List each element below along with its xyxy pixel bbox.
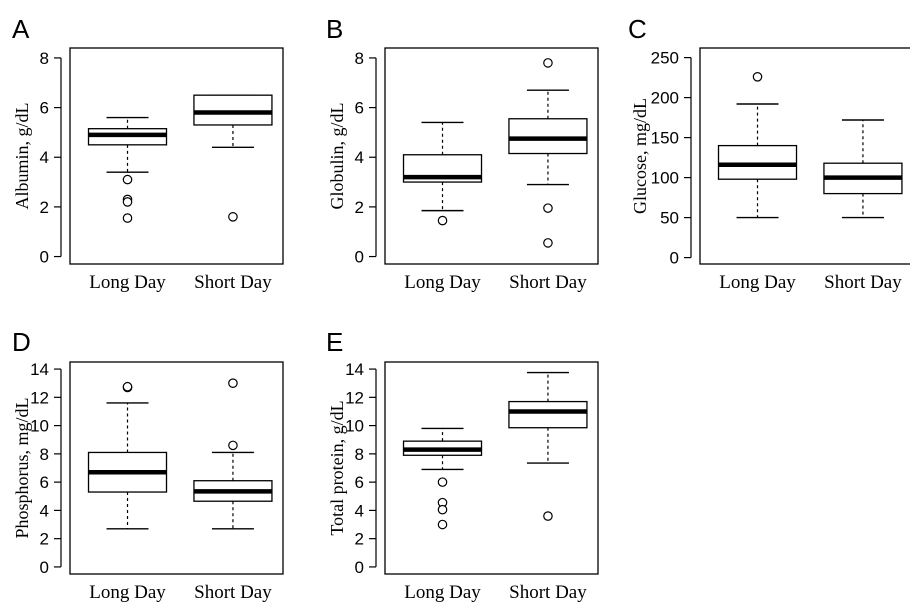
box-long-day — [402, 121, 483, 226]
y-axis-title: Phosphorus, mg/dL — [12, 397, 32, 538]
y-tick-label: 6 — [355, 99, 364, 118]
y-tick-label: 10 — [345, 417, 364, 436]
box-long-day — [402, 427, 483, 530]
y-tick-label: 0 — [40, 558, 49, 577]
outlier-point — [228, 440, 238, 451]
box-short-day — [508, 58, 588, 248]
outlier-point — [122, 197, 133, 207]
x-category-label: Long Day — [404, 272, 481, 293]
y-tick-label: 8 — [40, 445, 49, 464]
outlier-point — [437, 477, 448, 487]
y-tick-label: 0 — [355, 248, 364, 267]
box-short-day — [823, 119, 903, 219]
y-tick-label: 250 — [651, 49, 679, 68]
panel-letter: B — [326, 14, 343, 44]
y-axis-title: Albumin, g/dL — [12, 103, 32, 210]
box-short-day — [193, 94, 273, 222]
y-tick-label: 8 — [355, 49, 364, 68]
iqr-box — [193, 94, 273, 126]
y-tick-label: 2 — [355, 198, 364, 217]
plot-frame — [69, 361, 284, 575]
outlier-point — [122, 174, 133, 185]
panel-b: B 0 2 4 6 8 Globulin, g/dL Long Day Short Day — [326, 14, 599, 293]
outlier-point — [437, 504, 448, 515]
iqr-box — [717, 144, 798, 180]
plot-frame — [699, 47, 910, 265]
y-tick-label: 6 — [355, 473, 364, 492]
y-tick-label: 4 — [40, 501, 49, 520]
outlier-point — [543, 238, 553, 248]
y-tick-label: 50 — [660, 209, 679, 228]
y-tick-label: 0 — [670, 249, 679, 268]
box-long-day — [87, 381, 168, 530]
iqr-box — [508, 118, 588, 155]
y-tick-label: 2 — [40, 198, 49, 217]
x-category-label: Long Day — [719, 272, 796, 293]
iqr-box — [508, 400, 588, 429]
x-category-label: Long Day — [404, 582, 481, 602]
x-category-label: Short Day — [509, 582, 587, 602]
y-axis-title: Glucose, mg/dL — [630, 98, 650, 214]
outlier-point — [122, 381, 133, 392]
x-category-label: Short Day — [509, 272, 587, 293]
y-tick-label: 0 — [355, 558, 364, 577]
panel-letter: E — [326, 327, 343, 357]
panel-letter: C — [628, 14, 647, 44]
x-category-label: Long Day — [89, 582, 166, 602]
y-tick-label: 10 — [30, 417, 49, 436]
y-tick-label: 2 — [355, 530, 364, 549]
x-category-label: Long Day — [89, 272, 166, 293]
y-axis-title: Total protein, g/dL — [327, 400, 347, 535]
y-tick-label: 6 — [40, 473, 49, 492]
x-category-label: Short Day — [824, 272, 902, 293]
panel-c: C 0 50 100 150 200 250 Glucose, mg/dL Long Day Sh… — [628, 14, 910, 293]
y-tick-label: 150 — [651, 129, 679, 148]
y-tick-label: 14 — [30, 360, 49, 379]
y-tick-label: 200 — [651, 89, 679, 108]
panel-letter: D — [12, 327, 31, 357]
plot-frame — [384, 361, 599, 575]
outlier-point — [228, 212, 238, 222]
y-tick-label: 4 — [355, 148, 364, 167]
y-tick-label: 8 — [40, 49, 49, 68]
outlier-point — [437, 519, 448, 530]
plot-frame — [69, 47, 284, 265]
y-tick-label: 4 — [355, 501, 364, 520]
outlier-point — [543, 511, 553, 521]
panel-d: D 0 2 4 6 8 10 12 14 Phosphorus, mg/dL Long Day Sho… — [12, 327, 284, 602]
outlier-point — [437, 215, 448, 226]
panel-e: E 0 2 4 6 8 10 12 14 Total protein, g/dL Long Day S… — [326, 327, 599, 602]
y-tick-label: 4 — [40, 148, 49, 167]
panel-letter: A — [12, 14, 30, 44]
outlier-point — [543, 203, 553, 213]
plot-frame — [384, 47, 599, 265]
box-short-day — [193, 378, 273, 530]
y-tick-label: 12 — [345, 388, 364, 407]
outlier-point — [228, 378, 238, 388]
outlier-point — [543, 58, 553, 68]
box-long-day — [87, 116, 168, 223]
x-category-label: Short Day — [194, 272, 272, 293]
box-long-day — [717, 72, 798, 219]
y-tick-label: 12 — [30, 388, 49, 407]
panel-a: A 0 2 4 6 8 Albumin, g/dL Long Day Short Day — [12, 14, 284, 293]
y-tick-label: 6 — [40, 99, 49, 118]
x-category-label: Short Day — [194, 582, 272, 602]
y-tick-label: 0 — [40, 248, 49, 267]
outlier-point — [122, 213, 133, 223]
y-tick-label: 100 — [651, 169, 679, 188]
y-tick-label: 2 — [40, 530, 49, 549]
y-tick-label: 8 — [355, 445, 364, 464]
y-tick-label: 14 — [345, 360, 364, 379]
box-short-day — [508, 371, 588, 521]
outlier-point — [752, 72, 763, 82]
y-axis-title: Globulin, g/dL — [327, 103, 347, 210]
